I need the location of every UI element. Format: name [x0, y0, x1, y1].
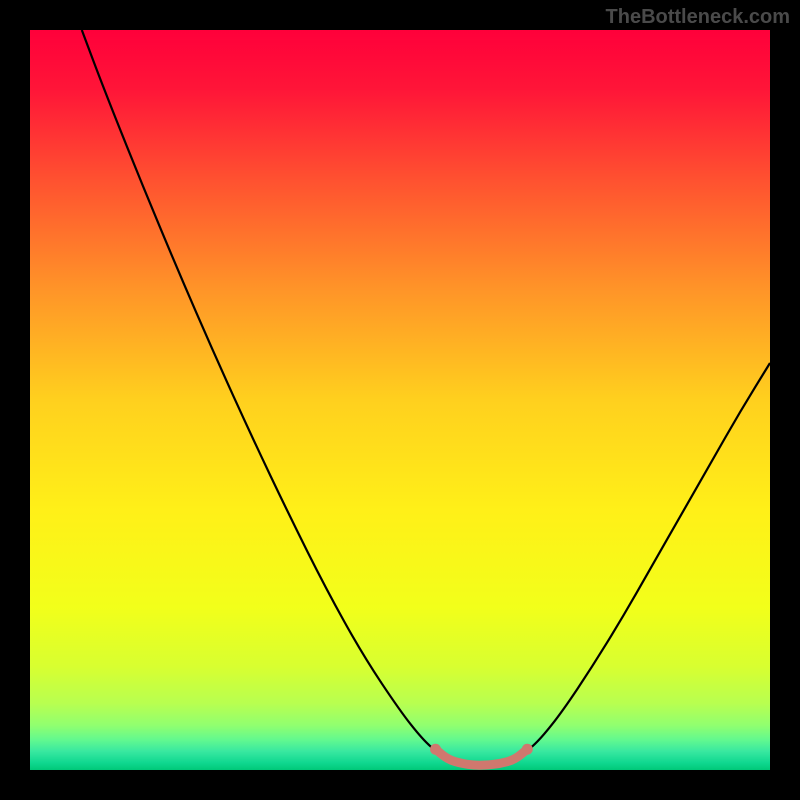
plateau-end-marker	[522, 744, 533, 755]
chart-background	[30, 30, 770, 770]
bottleneck-chart: TheBottleneck.com	[0, 0, 800, 800]
watermark-text: TheBottleneck.com	[606, 6, 790, 29]
chart-svg	[0, 0, 800, 800]
plateau-start-marker	[430, 744, 441, 755]
